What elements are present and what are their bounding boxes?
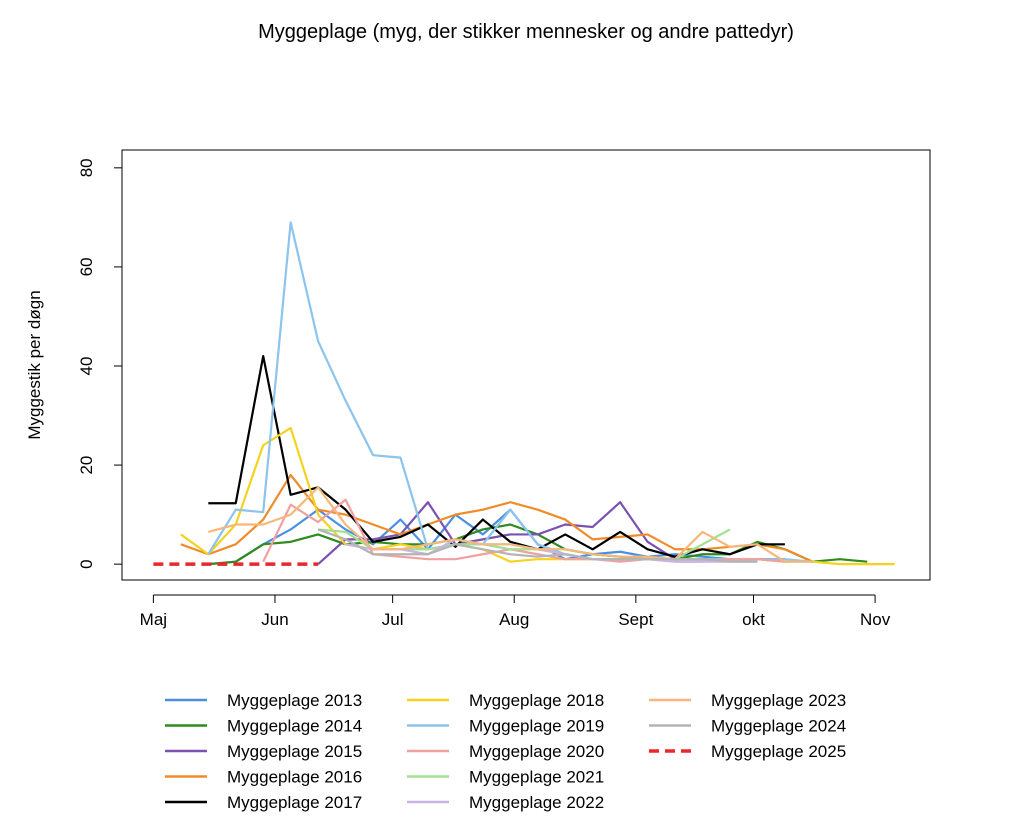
legend-label: Myggeplage 2022	[469, 793, 604, 812]
legend-label: Myggeplage 2020	[469, 742, 604, 761]
y-tick-label: 20	[77, 456, 96, 475]
legend-label: Myggeplage 2016	[227, 768, 362, 787]
legend-label: Myggeplage 2019	[469, 717, 604, 736]
y-axis-label: Myggestik per døgn	[25, 290, 44, 439]
legend-label: Myggeplage 2021	[469, 768, 604, 787]
legend-label: Myggeplage 2017	[227, 793, 362, 812]
legend-label: Myggeplage 2023	[711, 691, 846, 710]
x-tick-label: Maj	[140, 610, 167, 629]
x-tick-label: Sept	[618, 610, 653, 629]
series-line	[208, 508, 785, 566]
legend-label: Myggeplage 2014	[227, 717, 362, 736]
series-line	[317, 528, 758, 563]
series-line	[208, 486, 813, 563]
y-tick-label: 40	[77, 357, 96, 376]
x-tick-label: okt	[742, 610, 765, 629]
y-tick-label: 60	[77, 257, 96, 276]
x-tick-label: Nov	[860, 610, 891, 629]
x-tick-label: Jul	[382, 610, 404, 629]
legend-label: Myggeplage 2013	[227, 691, 362, 710]
legend-label: Myggeplage 2025	[711, 742, 846, 761]
x-tick-label: Jun	[261, 610, 288, 629]
legend-label: Myggeplage 2018	[469, 691, 604, 710]
series-line	[180, 473, 813, 563]
plot-frame	[121, 149, 931, 581]
legend-label: Myggeplage 2024	[711, 717, 846, 736]
legend-label: Myggeplage 2015	[227, 742, 362, 761]
series-line	[345, 538, 758, 563]
y-tick-label: 80	[77, 158, 96, 177]
y-tick-label: 0	[77, 559, 96, 568]
x-tick-label: Aug	[499, 610, 529, 629]
chart-title: Myggeplage (myg, der stikker mennesker o…	[258, 21, 794, 43]
